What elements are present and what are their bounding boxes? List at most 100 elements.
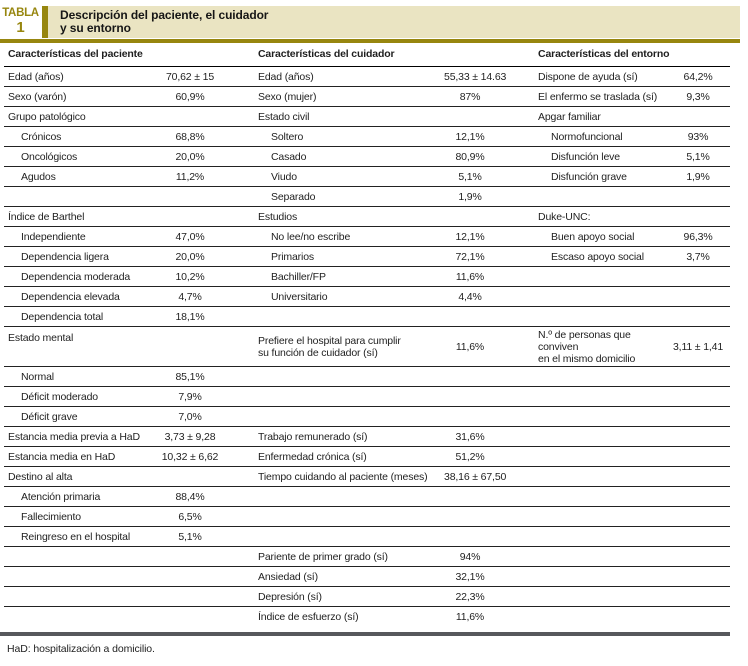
cell-cuidador-value — [444, 386, 535, 407]
cell-cuidador-value: 5,1% — [444, 166, 535, 187]
cell-cuidador-value: 80,9% — [444, 146, 535, 167]
column-header-cuidador: Características del cuidador — [254, 43, 535, 67]
cell-cuidador-label: Casado — [254, 146, 444, 167]
cell-cuidador-value: 38,16 ± 67,50 — [444, 466, 535, 487]
cell-cuidador-value: 51,2% — [444, 446, 535, 467]
cell-paciente-value — [154, 546, 254, 567]
cell-paciente-label: Estancia media en HaD — [4, 446, 154, 467]
cell-entorno-label — [534, 486, 671, 507]
cell-entorno-label: Duke-UNC: — [534, 206, 671, 227]
cell-cuidador-value — [444, 486, 535, 507]
cell-paciente-value: 20,0% — [154, 146, 254, 167]
cell-paciente-label — [4, 186, 154, 207]
cell-cuidador-label: No lee/no escribe — [254, 226, 444, 247]
cell-paciente-value: 7,0% — [154, 406, 254, 427]
cell-entorno-label — [534, 526, 671, 547]
table-row: Separado 1,9% — [4, 186, 731, 207]
table-label: TABLA 1 — [0, 7, 41, 35]
table-row: Agudos 11,2% Viudo 5,1% Disfunción grave 1,9% — [4, 166, 731, 187]
table-row: Atención primaria 88,4% — [4, 486, 731, 507]
cell-paciente-label: Dependencia elevada — [4, 286, 154, 307]
cell-paciente-value — [154, 206, 254, 227]
cell-entorno-label: N.º de personas que conviven en el mismo… — [534, 326, 671, 367]
cell-cuidador-label: Estudios — [254, 206, 444, 227]
cell-paciente-label — [4, 586, 154, 607]
table-row: Déficit grave 7,0% — [4, 406, 731, 427]
table-row: Oncológicos 20,0% Casado 80,9% Disfunción le… — [4, 146, 731, 167]
cell-entorno-label — [534, 426, 671, 447]
table-row: Índice de Barthel Estudios Duke-UNC: — [4, 206, 731, 227]
table-row: Normal 85,1% — [4, 366, 731, 387]
cell-paciente-value: 10,32 ± 6,62 — [154, 446, 254, 467]
cell-paciente-label: Agudos — [4, 166, 154, 187]
cell-cuidador-label — [254, 526, 444, 547]
cell-cuidador-label: Primarios — [254, 246, 444, 267]
cell-entorno-label — [534, 506, 671, 527]
cell-entorno-label — [534, 586, 671, 607]
cell-paciente-label: Dependencia ligera — [4, 246, 154, 267]
cell-paciente-label: Oncológicos — [4, 146, 154, 167]
cell-cuidador-label — [254, 486, 444, 507]
cell-cuidador-value — [444, 406, 535, 427]
header-rule — [0, 39, 740, 43]
cell-paciente-value: 10,2% — [154, 266, 254, 287]
cell-paciente-value — [154, 466, 254, 487]
table-label-word: TABLA — [2, 7, 39, 19]
cell-paciente-value: 47,0% — [154, 226, 254, 247]
cell-cuidador-value: 72,1% — [444, 246, 535, 267]
cell-cuidador-label — [254, 406, 444, 427]
cell-cuidador-label: Bachiller/FP — [254, 266, 444, 287]
cell-paciente-label: Dependencia moderada — [4, 266, 154, 287]
cell-paciente-value: 60,9% — [154, 86, 254, 107]
cell-cuidador-label: Edad (años) — [254, 66, 444, 87]
cell-cuidador-value — [444, 506, 535, 527]
cell-entorno-label — [534, 607, 670, 627]
cell-paciente-label: Sexo (varón) — [4, 86, 154, 107]
table-row: Depresión (sí) 22,3% — [4, 586, 731, 607]
table-row: Ansiedad (sí) 32,1% — [4, 566, 731, 587]
table-row: Estado mental Prefiere el hospital para c… — [4, 326, 731, 367]
table-row: Sexo (varón) 60,9% Sexo (mujer) 87% El enfer… — [4, 86, 731, 107]
cell-paciente-label: Déficit moderado — [4, 386, 154, 407]
table-row: Estancia media previa a HaD 3,73 ± 9,28 Tr… — [4, 426, 731, 447]
cell-paciente-value: 20,0% — [154, 246, 254, 267]
cell-cuidador-value: 32,1% — [444, 566, 535, 587]
cell-entorno-label — [534, 406, 671, 427]
cell-entorno-value — [670, 586, 731, 607]
cell-paciente-value: 85,1% — [154, 366, 254, 387]
cell-paciente-value — [154, 607, 254, 627]
cell-entorno-label: Disfunción grave — [534, 166, 671, 187]
cell-entorno-value — [670, 486, 731, 507]
cell-entorno-label — [534, 446, 671, 467]
cell-cuidador-value: 87% — [444, 86, 535, 107]
cell-paciente-value: 5,1% — [154, 526, 254, 547]
cell-entorno-value: 5,1% — [670, 146, 731, 167]
cell-cuidador-label: Soltero — [254, 126, 444, 147]
cell-cuidador-value — [444, 206, 535, 227]
table-row: Edad (años) 70,62 ± 15 Edad (años) 55,33 ± … — [4, 66, 731, 87]
table-row: Destino al alta Tiempo cuidando al pacien… — [4, 466, 731, 487]
cell-entorno-value — [670, 186, 731, 207]
cell-cuidador-value: 94% — [444, 546, 535, 567]
cell-entorno-value — [670, 406, 731, 427]
cell-entorno-label: Normofuncional — [534, 126, 671, 147]
cell-entorno-label: Disfunción leve — [534, 146, 671, 167]
cell-cuidador-label: Prefiere el hospital para cumplir su fun… — [254, 326, 444, 367]
cell-paciente-label: Estancia media previa a HaD — [4, 426, 154, 447]
cell-entorno-value — [670, 607, 730, 627]
cell-cuidador-value — [444, 306, 535, 327]
cell-entorno-value: 1,9% — [670, 166, 731, 187]
cell-cuidador-label: Depresión (sí) — [254, 586, 444, 607]
cell-paciente-value: 4,7% — [154, 286, 254, 307]
cell-entorno-value: 3,11 ± 1,41 — [670, 326, 731, 367]
cell-cuidador-value: 55,33 ± 14.63 — [444, 66, 535, 87]
cell-cuidador-value — [444, 106, 535, 127]
cell-paciente-label: Fallecimiento — [4, 506, 154, 527]
cell-paciente-value: 88,4% — [154, 486, 254, 507]
cell-paciente-label: Índice de Barthel — [4, 206, 154, 227]
cell-paciente-value: 70,62 ± 15 — [154, 66, 254, 87]
cell-cuidador-value: 31,6% — [444, 426, 535, 447]
cell-cuidador-label: Viudo — [254, 166, 444, 187]
cell-cuidador-label: Sexo (mujer) — [254, 86, 444, 107]
